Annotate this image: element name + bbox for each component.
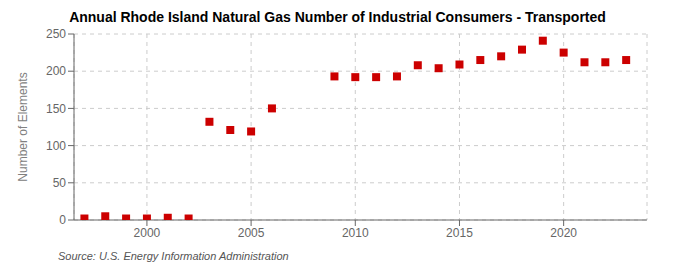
svg-text:2020: 2020 — [550, 226, 577, 240]
html-text:Source: U.S. Energy Informatio: Source: U.S. Energy Information Administ… — [58, 250, 289, 262]
svg-text:150: 150 — [46, 102, 66, 116]
html-text:Annual Rhode Island Natural Ga: Annual Rhode Island Natural Gas Number o… — [69, 9, 606, 25]
svg-text:Number of Elements: Number of Elements — [16, 72, 30, 181]
svg-text:250: 250 — [46, 27, 66, 41]
svg-text:2000: 2000 — [134, 226, 161, 240]
svg-text:50: 50 — [53, 176, 67, 190]
svg-text:2015: 2015 — [446, 226, 473, 240]
svg-text:2010: 2010 — [342, 226, 369, 240]
svg-text:100: 100 — [46, 139, 66, 153]
svg-text:0: 0 — [59, 213, 66, 227]
svg-text:200: 200 — [46, 64, 66, 78]
svg-text:2005: 2005 — [238, 226, 265, 240]
